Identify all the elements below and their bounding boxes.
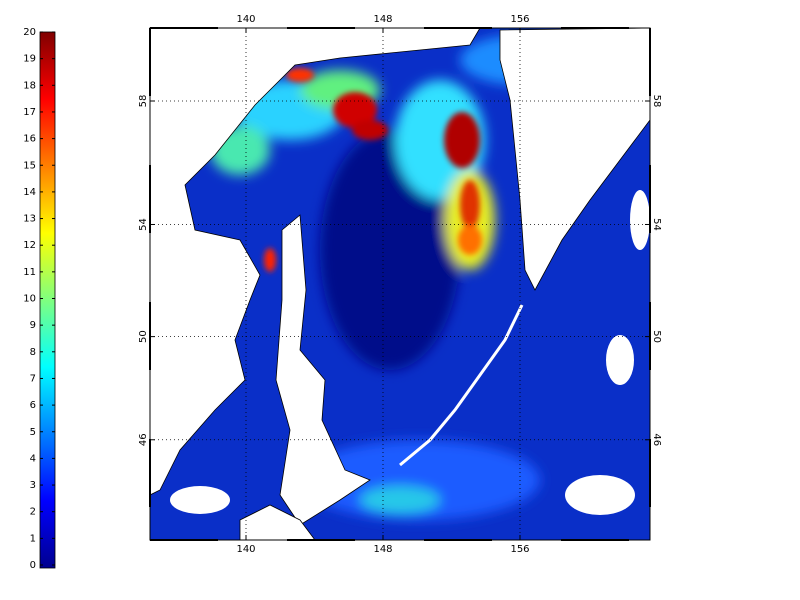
lon-label-bottom: 148 xyxy=(373,544,392,555)
lon-label-bottom: 156 xyxy=(510,544,529,555)
lon-label-top: 156 xyxy=(510,14,529,25)
colorbar-tick-label: 19 xyxy=(23,54,36,65)
colorbar-tick-label: 1 xyxy=(30,533,36,544)
lat-label-left: 50 xyxy=(138,330,149,343)
colorbar-tick-label: 13 xyxy=(23,214,36,225)
colorbar-tick-label: 15 xyxy=(23,160,36,171)
colorbar-tick-label: 6 xyxy=(30,400,36,411)
colorbar-tick-label: 17 xyxy=(23,107,36,118)
lat-label-left: 54 xyxy=(138,218,149,231)
lat-label-right: 58 xyxy=(651,95,662,108)
colorbar-tick-label: 8 xyxy=(30,347,36,358)
colorbar-tick-label: 3 xyxy=(30,480,36,491)
colorbar-tick-label: 20 xyxy=(23,27,36,38)
map-frame xyxy=(149,27,651,541)
colorbar-tick-label: 0 xyxy=(30,560,36,571)
lat-label-right: 54 xyxy=(651,218,662,231)
colorbar-tick-label: 9 xyxy=(30,320,36,331)
lon-label-top: 140 xyxy=(236,14,255,25)
colorbar-tick-label: 5 xyxy=(30,427,36,438)
colorbar xyxy=(39,31,56,569)
map-tick-labels: 140 140 148 148 156 156 46 46 50 50 54 54 58 58 xyxy=(138,14,662,555)
lat-label-right: 46 xyxy=(651,433,662,446)
colorbar-tick-label: 14 xyxy=(23,187,36,198)
lon-label-top: 148 xyxy=(373,14,392,25)
colorbar-tick-label: 18 xyxy=(23,80,36,91)
colorbar-tick-label: 10 xyxy=(23,294,36,305)
colorbar-tick-label: 7 xyxy=(30,373,36,384)
lat-label-left: 46 xyxy=(138,433,149,446)
lat-label-left: 58 xyxy=(138,95,149,108)
lon-label-bottom: 140 xyxy=(236,544,255,555)
colorbar-tick-label: 12 xyxy=(23,240,36,251)
colorbar-tick-label: 2 xyxy=(30,507,36,518)
lat-label-right: 50 xyxy=(651,330,662,343)
colorbar-tick-label: 16 xyxy=(23,134,36,145)
colorbar-tick-label: 11 xyxy=(23,267,36,278)
map-image xyxy=(150,28,650,540)
colorbar-tick-label: 4 xyxy=(30,453,36,464)
